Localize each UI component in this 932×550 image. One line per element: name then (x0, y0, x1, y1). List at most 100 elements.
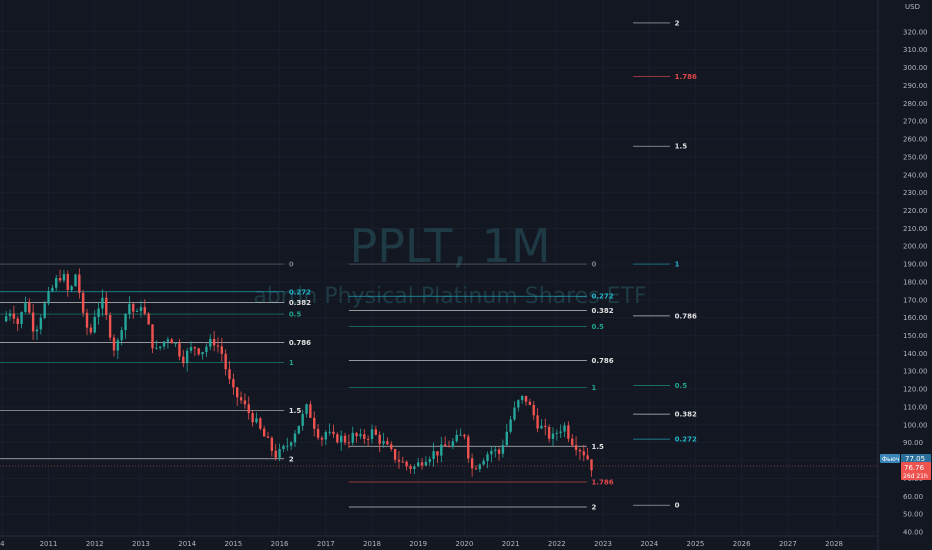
candle-body (236, 387, 239, 398)
y-tick-label: 270.00 (903, 118, 928, 126)
y-tick-label: 150.00 (903, 332, 928, 340)
x-tick-label: 2018 (363, 540, 381, 548)
candle-body (43, 303, 46, 318)
candle-body (35, 329, 39, 332)
fib-level-label: 0.5 (289, 311, 302, 319)
candle-body (135, 311, 139, 313)
y-tick-label: 60.00 (903, 493, 923, 501)
candle-body (563, 425, 566, 432)
candle-body (401, 461, 404, 463)
fut-price-text: 77.05 (905, 455, 925, 463)
candle-body (420, 462, 424, 466)
candle-body (313, 417, 316, 429)
candle-body (393, 449, 397, 460)
candle-body (232, 379, 235, 388)
y-tick-label: 290.00 (903, 82, 928, 90)
candle-body (355, 433, 358, 437)
candle-body (339, 435, 343, 443)
chart-grid (0, 0, 878, 536)
fut-price-badge (901, 454, 931, 463)
y-tick-label: 130.00 (903, 368, 928, 376)
candle-body (16, 318, 19, 324)
currency-label: USD (905, 3, 920, 11)
candle-body (286, 445, 289, 447)
candle-body (212, 338, 216, 346)
x-tick-label: 2020 (456, 540, 474, 548)
candle-body (332, 431, 335, 435)
candle-body (478, 464, 482, 470)
candle-body (586, 455, 589, 460)
y-tick-label: 40.00 (903, 529, 923, 537)
x-tick-label: 2028 (825, 540, 843, 548)
x-tick-label: 2013 (132, 540, 150, 548)
y-tick-label: 300.00 (903, 64, 928, 72)
candle-body (374, 429, 378, 435)
countdown-text: 26d 21h (903, 473, 928, 480)
candle-body (139, 307, 143, 312)
candle-body (255, 418, 258, 423)
candle-body (58, 278, 62, 281)
candle-body (193, 347, 197, 349)
y-tick-label: 210.00 (903, 225, 928, 233)
candle-body (47, 291, 50, 304)
candle-body (424, 461, 428, 466)
fib-level-label: 0.5 (591, 323, 604, 331)
fib-level-label: 2 (675, 19, 680, 27)
candle-body (474, 468, 478, 470)
candle-body (567, 425, 570, 439)
candle-body (509, 419, 512, 432)
candle-body (278, 449, 281, 458)
fib-level-label: 0.382 (289, 299, 311, 307)
candle-body (93, 316, 96, 333)
y-tick-label: 100.00 (903, 421, 928, 429)
candle-body (24, 302, 27, 312)
candle-body (262, 428, 266, 437)
candle-body (74, 274, 77, 287)
candle-body (247, 404, 250, 414)
candle-body (112, 337, 116, 351)
y-tick-label: 160.00 (903, 314, 928, 322)
candle-body (178, 343, 181, 357)
candle-body (359, 434, 362, 437)
fut-symbol-text: Фьюч (882, 456, 899, 463)
candle-body (189, 347, 193, 351)
fib-level-label: 0.786 (289, 339, 311, 347)
candle-body (432, 451, 435, 460)
candle-body (451, 441, 455, 447)
candle-body (251, 413, 254, 423)
fib-level-label: 1.5 (591, 443, 604, 451)
candle-body (497, 449, 501, 454)
candle-body (239, 397, 243, 401)
candle-body (490, 450, 493, 455)
candle-body (216, 345, 220, 347)
fib-level-label: 0.272 (289, 288, 311, 296)
candle-body (440, 444, 443, 456)
y-tick-label: 260.00 (903, 136, 928, 144)
fib-level-label: 1 (591, 384, 596, 392)
last-price-text: 76.76 (904, 464, 925, 472)
candle-body (343, 435, 347, 443)
candle-body (540, 425, 543, 429)
x-tick-label: 2012 (86, 540, 104, 548)
candle-body (205, 346, 208, 353)
candle-body (120, 330, 123, 341)
candlestick-series (4, 268, 593, 477)
fib-level-label: 0 (591, 261, 596, 269)
candle-body (301, 413, 304, 426)
candle-body (417, 462, 420, 467)
y-tick-label: 320.00 (903, 28, 928, 36)
candle-body (259, 418, 262, 429)
time-axis[interactable]: 4 2011 2012 2013 2014 2015 2016 2017 2018 2019 202… (0, 535, 878, 548)
candle-body (555, 432, 559, 434)
candle-body (55, 278, 58, 288)
candle-body (413, 466, 416, 469)
candle-body (78, 274, 81, 293)
candle-body (316, 428, 320, 438)
candle-body (382, 441, 385, 444)
candle-body (8, 313, 12, 317)
candle-body (31, 312, 35, 332)
candle-body (70, 286, 73, 290)
fib-level-label: 0.786 (591, 357, 613, 365)
fib-level-label: 1 (289, 359, 294, 367)
